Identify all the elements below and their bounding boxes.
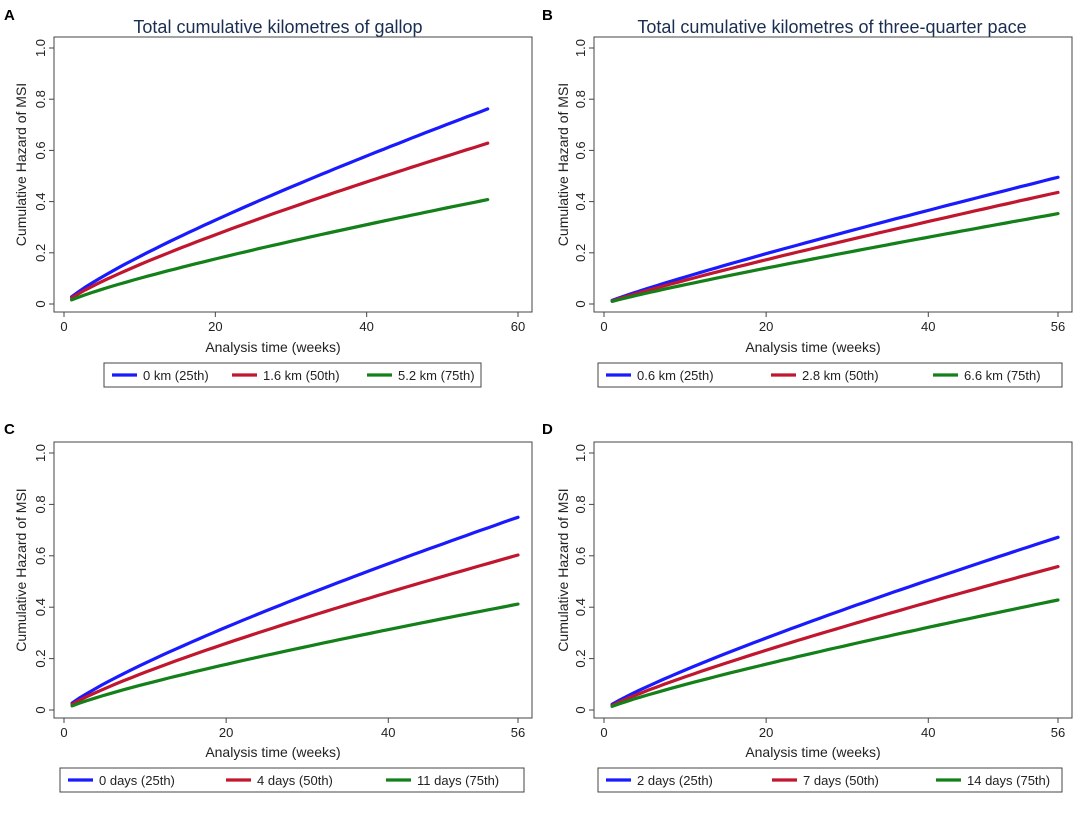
series-line-1: [70, 515, 520, 705]
y-tick-label: 1.0: [573, 444, 588, 462]
series-line-3: [610, 598, 1060, 708]
y-tick-label: 0.2: [33, 244, 48, 262]
x-tick-label: 60: [511, 319, 525, 334]
plot-frame: [593, 36, 1073, 313]
x-tick-label: 20: [759, 319, 773, 334]
series-line-3: [70, 198, 490, 302]
panel-letter: A: [4, 7, 15, 24]
legend-label-2: 7 days (50th): [803, 773, 879, 788]
legend-label-2: 4 days (50th): [257, 773, 333, 788]
panel-letter: B: [542, 7, 553, 24]
x-axis-label: Analysis time (weeks): [745, 744, 880, 760]
y-axis-label: Cumulative Hazard of MSI: [13, 488, 29, 651]
series-line-2: [70, 141, 490, 300]
y-tick-label: 0.4: [573, 598, 588, 616]
panel-letter: C: [4, 421, 15, 438]
legend-label-3: 5.2 km (75th): [398, 368, 475, 383]
legend-label-3: 11 days (75th): [417, 773, 499, 788]
x-tick-label: 20: [219, 725, 233, 740]
y-tick-label: 1.0: [33, 39, 48, 57]
y-tick-label: 0.8: [33, 90, 48, 108]
legend-label-1: 0 km (25th): [143, 368, 209, 383]
plot-frame: [593, 441, 1073, 719]
x-tick-label: 20: [759, 725, 773, 740]
series-line-3: [610, 212, 1060, 303]
x-axis-label: Analysis time (weeks): [205, 744, 340, 760]
x-tick-label: 0: [600, 725, 607, 740]
y-axis-label: Cumulative Hazard of MSI: [555, 488, 571, 651]
plot-frame: [53, 441, 533, 719]
x-tick-label: 0: [600, 319, 607, 334]
y-tick-label: 0.6: [33, 547, 48, 565]
y-tick-label: 1.0: [33, 444, 48, 462]
y-tick-label: 0.2: [573, 244, 588, 262]
y-tick-label: 0.6: [33, 141, 48, 159]
series-line-2: [610, 565, 1060, 707]
x-tick-label: 56: [1051, 725, 1065, 740]
legend-box: [103, 362, 482, 388]
x-tick-label: 20: [208, 319, 222, 334]
panel-letter: D: [542, 421, 553, 438]
y-tick-label: 0.4: [33, 193, 48, 211]
legend-label-2: 1.6 km (50th): [263, 368, 340, 383]
y-tick-label: 0.4: [573, 193, 588, 211]
x-axis-label: Analysis time (weeks): [205, 339, 340, 355]
legend-box: [59, 767, 525, 793]
panel-C: CTotal cumulative days of gallop00.20.40…: [4, 421, 533, 793]
x-axis-label: Analysis time (weeks): [745, 339, 880, 355]
y-tick-label: 0.4: [33, 598, 48, 616]
y-tick-label: 0.8: [33, 495, 48, 513]
y-tick-label: 0: [33, 300, 48, 307]
y-tick-label: 0: [573, 706, 588, 713]
panel-D: DTotal cumulative days of three-quarter …: [542, 421, 1073, 793]
y-tick-label: 0.8: [573, 90, 588, 108]
series-line-1: [610, 175, 1060, 302]
legend-label-1: 2 days (25th): [637, 773, 713, 788]
y-tick-label: 0.8: [573, 495, 588, 513]
y-tick-label: 0.6: [573, 547, 588, 565]
series-line-3: [70, 602, 520, 708]
x-tick-label: 40: [921, 319, 935, 334]
series-line-2: [610, 190, 1060, 303]
series-line-1: [70, 107, 490, 299]
legend-label-3: 6.6 km (75th): [964, 368, 1041, 383]
y-axis-label: Cumulative Hazard of MSI: [13, 83, 29, 246]
x-tick-label: 56: [1051, 319, 1065, 334]
x-tick-label: 40: [359, 319, 373, 334]
legend-box: [597, 767, 1063, 793]
panel-A: A Total cumulative kilometres of gallop 0 0…: [4, 7, 533, 388]
legend-label-2: 2.8 km (50th): [802, 368, 879, 383]
y-tick-label: 0.2: [573, 650, 588, 668]
x-tick-label: 0: [60, 319, 67, 334]
legend-label-1: 0 days (25th): [99, 773, 175, 788]
x-tick-label: 40: [381, 725, 395, 740]
chart-title: Total cumulative kilometres of three-qua…: [637, 17, 1026, 37]
legend-label-1: 0.6 km (25th): [637, 368, 714, 383]
chart-title: Total cumulative kilometres of gallop: [133, 17, 422, 37]
y-axis-label: Cumulative Hazard of MSI: [555, 83, 571, 246]
y-tick-label: 0: [573, 300, 588, 307]
x-tick-label: 40: [921, 725, 935, 740]
series-line-2: [70, 553, 520, 706]
y-tick-label: 0: [33, 706, 48, 713]
series-line-1: [610, 535, 1060, 706]
legend-label-3: 14 days (75th): [967, 773, 1050, 788]
panel-B: B Total cumulative kilometres of three-qu…: [542, 7, 1073, 388]
legend-box: [597, 362, 1063, 388]
x-tick-label: 0: [60, 725, 67, 740]
x-tick-label: 56: [511, 725, 525, 740]
y-tick-label: 0.2: [33, 650, 48, 668]
y-tick-label: 1.0: [573, 39, 588, 57]
y-tick-label: 0.6: [573, 141, 588, 159]
